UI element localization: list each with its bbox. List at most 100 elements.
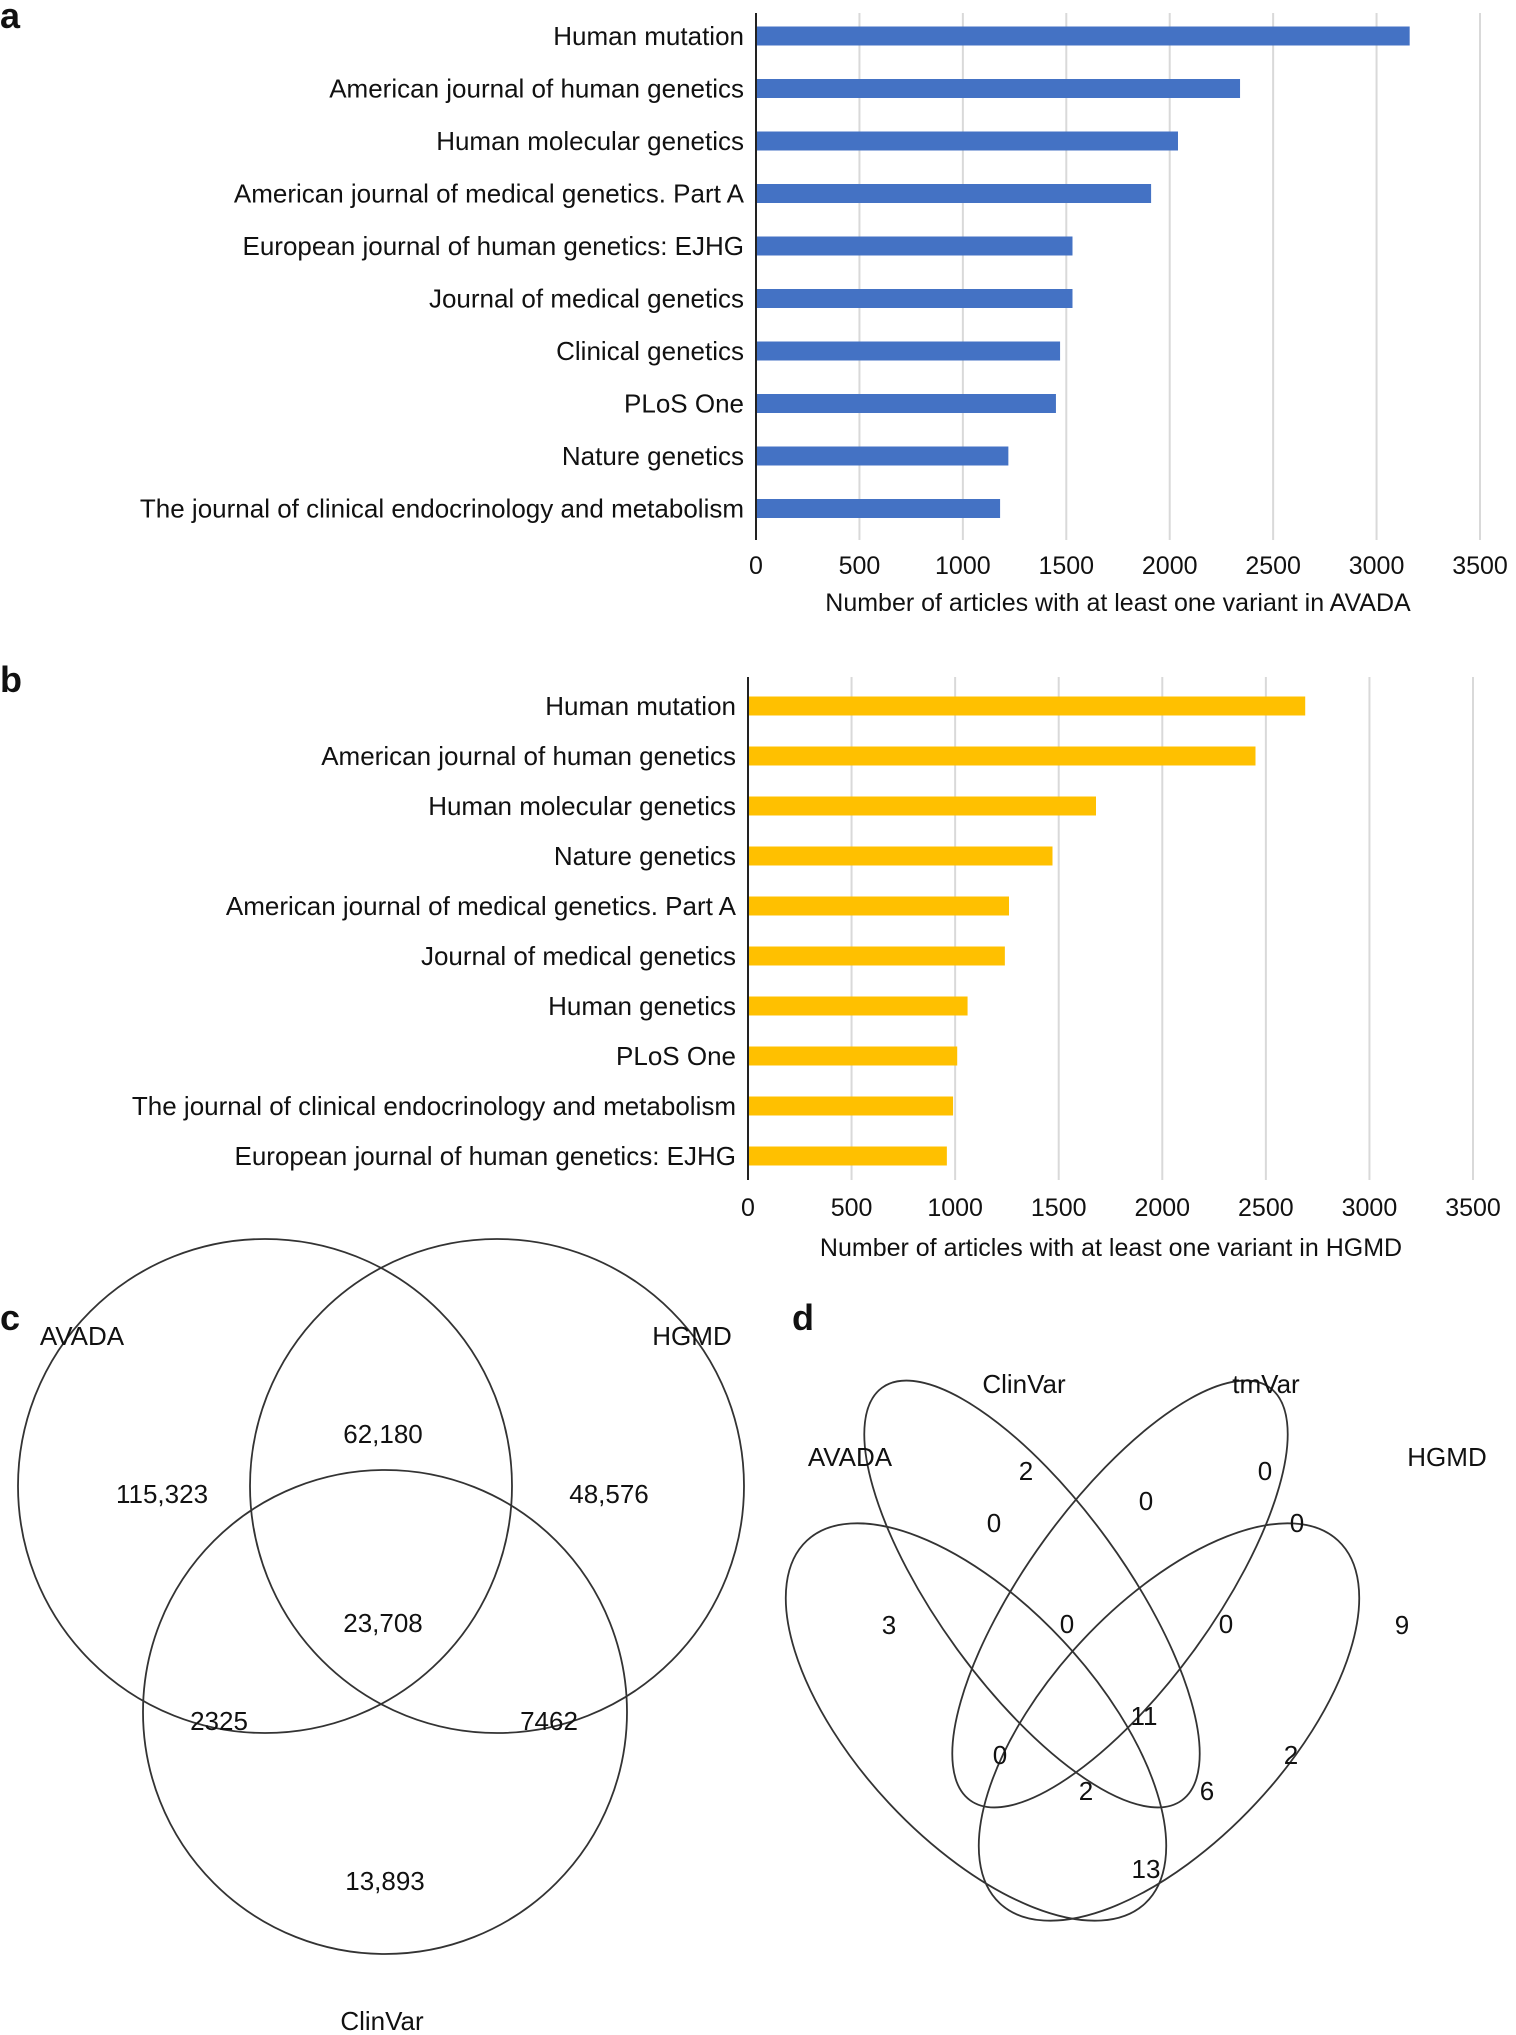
category-label: American journal of human genetics [321,741,736,771]
bar [757,184,1152,203]
x-tick-label: 500 [839,552,881,580]
x-axis-title-avada: Number of articles with at least one var… [825,589,1411,617]
x-axis-title-hgmd: Number of articles with at least one var… [820,1234,1402,1262]
category-label: Journal of medical genetics [429,284,744,314]
venn-label-hgmd: HGMD [652,1321,731,1351]
venn-label-hgmd-d: HGMD [1407,1442,1486,1472]
venn-d-tmvar-hgmd: 0 [1290,1508,1304,1538]
bar [749,846,1053,866]
category-label: European journal of human genetics: EJHG [234,1141,736,1171]
category-label: The journal of clinical endocrinology an… [132,1091,736,1121]
category-label: Nature genetics [562,441,744,471]
category-label: American journal of human genetics [329,74,744,104]
venn-d-avada-hgmd: 13 [1132,1854,1161,1884]
category-label: Human molecular genetics [436,126,744,156]
venn-label-clinvar-d: ClinVar [982,1369,1066,1399]
category-label: PLoS One [616,1041,736,1071]
venn-d-clinvar-tmvar-hgmd: 0 [1219,1609,1233,1639]
venn-value-hgmd-only: 48,576 [569,1479,649,1509]
bar [749,746,1256,766]
bar [749,946,1005,966]
x-tick-label: 1500 [1038,552,1094,580]
category-label: The journal of clinical endocrinology an… [140,494,744,524]
category-label: PLoS One [624,389,744,419]
x-tick-label: 1500 [1031,1194,1087,1222]
bar [749,1046,958,1066]
bar [749,1096,954,1116]
venn-three-set: c AVADA HGMD ClinVar 115,323 62,180 48,5… [0,1238,745,2035]
x-tick-label: 1000 [927,1194,983,1222]
bar [757,79,1241,98]
bar [749,1146,947,1166]
venn-ellipse-avada [784,1522,1168,1922]
venn-circle-clinvar [142,1469,628,1955]
bar [757,26,1410,46]
panel-letter-d: d [792,1297,814,1338]
category-label: Nature genetics [554,841,736,871]
bar-chart-avada: a Human mutation American journal of huma… [0,0,1508,617]
venn-label-clinvar: ClinVar [340,2006,424,2035]
venn-value-avada-hgmd: 62,180 [343,1419,423,1449]
venn-value-avada-clinvar: 2325 [190,1706,248,1736]
venn-circle-hgmd [249,1238,745,1734]
x-tick-label: 2500 [1238,1194,1294,1222]
x-tick-label: 2500 [1245,552,1301,580]
x-tick-label: 1000 [935,552,991,580]
x-tick-label: 500 [831,1194,873,1222]
venn-value-avada-only: 115,323 [116,1479,208,1509]
venn-d-tmvar-only: 0 [1258,1456,1272,1486]
venn-four-set: d AVADA ClinVar tmVar HGMD 3 2 0 9 0 0 0… [784,1297,1487,1922]
venn-ellipse-clinvar [863,1379,1201,1809]
x-tick-label: 2000 [1142,552,1198,580]
venn-value-all: 23,708 [343,1608,423,1638]
category-label: Human mutation [553,21,744,51]
bar [757,499,1001,518]
bar [749,796,1096,816]
panel-letter-a: a [0,0,21,36]
venn-d-avada-clinvar: 0 [987,1508,1001,1538]
category-label: Clinical genetics [556,336,744,366]
venn-d-clinvar-hgmd: 2 [1284,1740,1298,1770]
bar [757,341,1061,361]
category-label: European journal of human genetics: EJHG [242,231,744,261]
venn-d-clinvar-only: 2 [1019,1456,1033,1486]
bar-chart-hgmd: b Human mutation American journal of huma… [0,659,1501,1262]
venn-circle-avada [17,1238,513,1734]
bar [757,446,1009,466]
venn-d-clinvar-tmvar: 0 [1139,1486,1153,1516]
panel-letter-c: c [0,1297,20,1338]
venn-d-avada-clinvar-tmvar: 0 [1060,1609,1074,1639]
category-label: American journal of medical genetics. Pa… [234,179,745,209]
bar [757,394,1056,413]
bar [757,236,1073,256]
category-label: Journal of medical genetics [421,941,736,971]
bar [757,131,1178,151]
venn-value-clinvar-only: 13,893 [345,1866,425,1896]
venn-d-all: 11 [1131,1701,1158,1731]
panel-letter-b: b [0,659,22,700]
venn-ellipse-tmvar [951,1379,1289,1809]
category-label: Human molecular genetics [428,791,736,821]
venn-label-avada: AVADA [40,1321,125,1351]
x-tick-label: 2000 [1134,1194,1190,1222]
venn-label-avada-d: AVADA [808,1442,893,1472]
venn-value-hgmd-clinvar: 7462 [520,1706,578,1736]
bar [749,996,968,1016]
category-label: Human mutation [545,691,736,721]
venn-d-avada-tmvar-hgmd: 6 [1200,1776,1214,1806]
x-tick-label: 0 [741,1194,755,1222]
venn-label-tmvar-d: tmVar [1232,1369,1300,1399]
bar [749,896,1009,916]
x-tick-label: 0 [749,552,763,580]
category-label: Human genetics [548,991,736,1021]
category-label: American journal of medical genetics. Pa… [226,891,737,921]
x-tick-label: 3500 [1452,552,1508,580]
x-tick-label: 3500 [1445,1194,1501,1222]
bar [757,289,1073,308]
venn-d-avada-clinvar-hgmd: 2 [1079,1776,1093,1806]
bar [749,696,1306,716]
x-tick-label: 3000 [1342,1194,1398,1222]
venn-d-avada-only: 3 [882,1610,896,1640]
x-tick-label: 3000 [1349,552,1405,580]
